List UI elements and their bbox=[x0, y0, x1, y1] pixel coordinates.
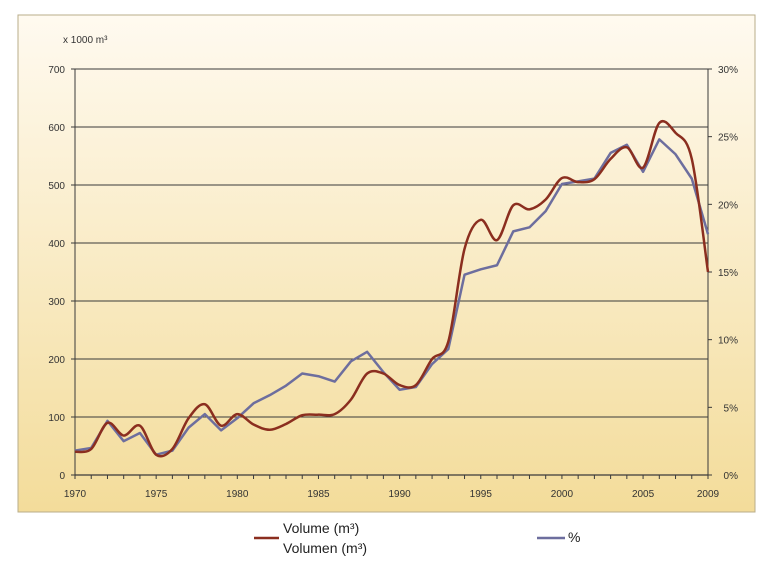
legend-volume-label-line1: Volume (m³) bbox=[283, 520, 359, 536]
series-line-volume bbox=[74, 119, 710, 458]
y-tick-label: 500 bbox=[48, 181, 65, 192]
y2-tick-label: 25% bbox=[718, 133, 738, 144]
y2-tick-label: 5% bbox=[724, 403, 739, 414]
x-tick-label: 2000 bbox=[551, 489, 574, 500]
x-tick-label: 1975 bbox=[145, 489, 168, 500]
y-tick-label: 700 bbox=[48, 65, 65, 76]
chart-background bbox=[17, 14, 756, 513]
y-tick-label: 300 bbox=[48, 297, 65, 308]
x-tick-label: 1980 bbox=[226, 489, 249, 500]
y-tick-label: 400 bbox=[48, 239, 65, 250]
x-tick-label: 1995 bbox=[470, 489, 493, 500]
x-tick-label: 1985 bbox=[307, 489, 330, 500]
series-lines bbox=[74, 119, 710, 458]
gridlines bbox=[75, 68, 708, 418]
tick-labels: 0 100 200 300 400 500 600 700 0% 5% 10% 15% 20% 25% 30… bbox=[48, 65, 738, 500]
y2-tick-label: 20% bbox=[718, 200, 738, 211]
y-tick-label: 600 bbox=[48, 123, 65, 134]
y2-tick-label: 30% bbox=[718, 65, 738, 76]
legend-volume-label-line2: Volumen (m³) bbox=[283, 540, 367, 556]
y-tick-label: 100 bbox=[48, 413, 65, 424]
x-tick-label: 1990 bbox=[388, 489, 411, 500]
y-axis-unit-label: x 1000 m³ bbox=[63, 35, 108, 46]
y2-tick-label: 10% bbox=[718, 336, 738, 347]
y-tick-label: 200 bbox=[48, 355, 65, 366]
x-tick-label: 2005 bbox=[632, 489, 655, 500]
y2-tick-label: 15% bbox=[718, 268, 738, 279]
y2-tick-label: 0% bbox=[724, 471, 739, 482]
legend-percent-label: % bbox=[568, 529, 580, 545]
x-tick-label: 1970 bbox=[64, 489, 87, 500]
legend: Volume (m³) Volumen (m³) % bbox=[254, 520, 580, 556]
x-tick-label: 2009 bbox=[697, 489, 720, 500]
y-tick-label: 0 bbox=[59, 471, 65, 482]
